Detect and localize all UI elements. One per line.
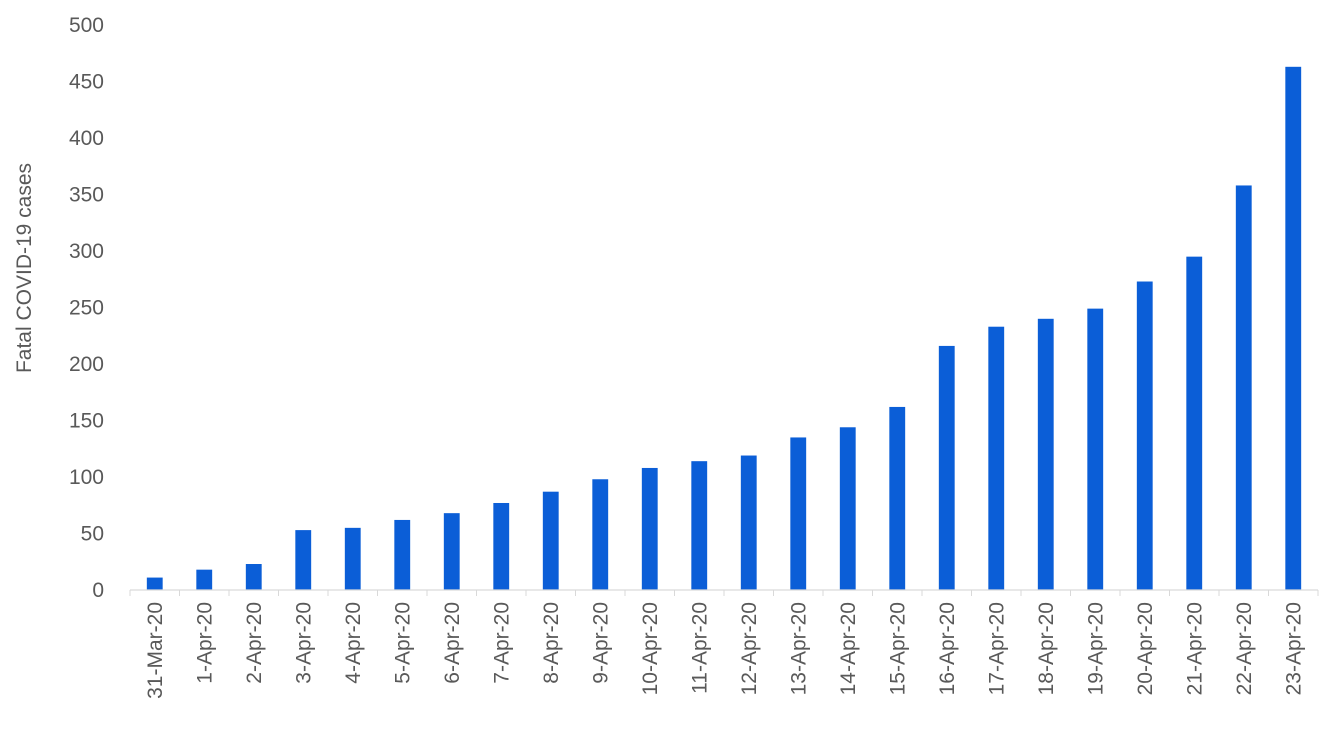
bar <box>245 564 262 590</box>
bar <box>1136 281 1153 590</box>
x-tick-label: 22-Apr-20 <box>1233 602 1256 695</box>
x-tick-label: 31-Mar-20 <box>144 602 167 699</box>
x-tick-label: 5-Apr-20 <box>391 602 414 684</box>
bar <box>1186 256 1203 590</box>
x-tick-label: 7-Apr-20 <box>490 602 513 684</box>
y-tick-label: 400 <box>69 127 104 150</box>
y-tick-label: 150 <box>69 410 104 433</box>
bar <box>790 437 807 590</box>
x-tick-label: 20-Apr-20 <box>1134 602 1157 695</box>
bar <box>394 519 411 590</box>
x-tick-label: 8-Apr-20 <box>540 602 563 684</box>
bar <box>146 577 163 590</box>
bar <box>889 406 906 590</box>
bar <box>839 427 856 590</box>
y-axis-title: Fatal COVID-19 cases <box>13 163 36 373</box>
bar <box>1235 185 1252 590</box>
x-tick-label: 4-Apr-20 <box>342 602 365 684</box>
bar <box>1087 308 1104 590</box>
bar <box>344 527 361 590</box>
x-tick-label: 3-Apr-20 <box>292 602 315 684</box>
x-tick-label: 6-Apr-20 <box>441 602 464 684</box>
bar <box>988 326 1005 590</box>
x-tick-label: 11-Apr-20 <box>688 602 711 694</box>
x-tick-label: 2-Apr-20 <box>243 602 266 684</box>
x-tick-label: 1-Apr-20 <box>193 602 216 684</box>
y-tick-label: 250 <box>69 297 104 320</box>
bar <box>740 455 757 590</box>
y-tick-label: 500 <box>69 14 104 37</box>
bar <box>443 513 460 590</box>
x-axis-ticks: 31-Mar-20 1-Apr-20 2-Apr-20 3-Apr-20 4-Apr-2… <box>129 590 1319 699</box>
x-tick-label: 13-Apr-20 <box>787 602 810 695</box>
bar <box>493 502 510 590</box>
bar <box>592 479 609 590</box>
bar <box>295 530 312 590</box>
y-tick-label: 300 <box>69 240 104 263</box>
x-tick-label: 10-Apr-20 <box>639 602 662 695</box>
x-tick-label: 12-Apr-20 <box>738 602 761 695</box>
bar <box>1037 318 1054 590</box>
y-tick-label: 450 <box>69 71 104 94</box>
bar <box>938 345 955 590</box>
y-axis-ticks: 0 50 100 150 200 250 300 350 400 450 500 <box>69 14 104 602</box>
y-tick-label: 200 <box>69 353 104 376</box>
x-tick-label: 21-Apr-20 <box>1183 602 1206 695</box>
bar <box>196 569 213 590</box>
bar <box>691 461 708 590</box>
x-tick-label: 18-Apr-20 <box>1035 602 1058 695</box>
bar <box>641 467 658 590</box>
y-tick-label: 350 <box>69 184 104 207</box>
x-tick-label: 16-Apr-20 <box>936 602 959 695</box>
x-tick-label: 19-Apr-20 <box>1084 602 1107 695</box>
y-tick-label: 100 <box>69 466 104 489</box>
y-tick-label: 50 <box>81 523 104 546</box>
x-tick-label: 14-Apr-20 <box>837 602 860 695</box>
y-tick-label: 0 <box>92 579 104 602</box>
x-tick-label: 17-Apr-20 <box>985 602 1008 695</box>
bar <box>1285 66 1302 590</box>
x-tick-label: 15-Apr-20 <box>886 602 909 695</box>
x-tick-label: 23-Apr-20 <box>1282 602 1305 695</box>
bar <box>542 491 559 590</box>
bars <box>146 66 1302 590</box>
x-tick-label: 9-Apr-20 <box>589 602 612 684</box>
